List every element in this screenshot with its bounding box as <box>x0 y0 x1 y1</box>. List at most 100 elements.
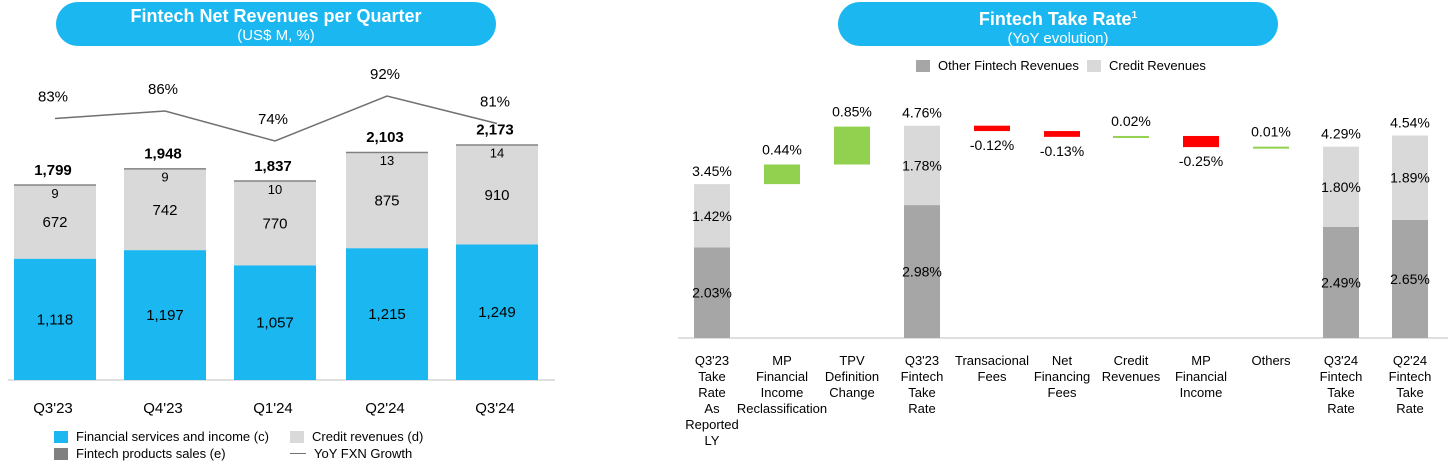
legend-financial-services-label: Financial services and income (c) <box>76 429 269 444</box>
bar-financial-services <box>456 244 538 380</box>
x-tick-label: Q1'24 <box>253 400 293 417</box>
waterfall-label-credit: 1.78% <box>902 157 942 173</box>
waterfall-x-tick-label: Transacional <box>955 353 1029 368</box>
waterfall-x-tick-label: Take <box>1327 385 1354 400</box>
bar-credit-revenues <box>346 153 428 249</box>
bar-credit-revenues <box>14 185 96 259</box>
waterfall-x-tick-label: MP <box>1191 353 1211 368</box>
waterfall-x-tick-label: Fintech <box>1320 369 1363 384</box>
waterfall-label-delta: 0.85% <box>832 104 872 120</box>
waterfall-x-tick-label: Definition <box>825 369 879 384</box>
legend-swatch-light-gray <box>1087 59 1101 72</box>
waterfall-x-tick-label: MP <box>772 353 792 368</box>
waterfall-x-tick-label: Fees <box>1048 385 1077 400</box>
bar-fintech-products <box>124 168 206 170</box>
waterfall-label-delta: 0.44% <box>762 142 802 158</box>
bar-total-label: 2,103 <box>366 129 404 146</box>
right-chart-title-pill: Fintech Take Rate1 (YoY evolution) <box>838 2 1278 47</box>
bar-financial-services <box>124 250 206 380</box>
bar-label-credit-revenues: 770 <box>262 216 287 233</box>
bar-label-fintech-products: 14 <box>490 146 504 161</box>
legend-swatch-blue <box>54 430 68 443</box>
waterfall-x-tick-label: Q3'23 <box>695 353 729 368</box>
bar-financial-services <box>346 248 428 380</box>
waterfall-label-delta: 0.01% <box>1251 124 1291 140</box>
waterfall-x-tick-label: Revenues <box>1102 369 1161 384</box>
legend-credit-revenues-right-label: Credit Revenues <box>1109 58 1206 73</box>
right-chart-title: Fintech Take Rate1 <box>838 2 1278 30</box>
legend-swatch-light-gray-left <box>290 430 304 443</box>
bar-credit-revenues <box>456 145 538 245</box>
bar-total-label: 1,799 <box>34 162 72 179</box>
x-tick-label: Q3'23 <box>33 400 73 417</box>
waterfall-label-total: 4.54% <box>1390 115 1430 131</box>
waterfall-x-tick-label: Net <box>1052 353 1073 368</box>
legend-yoy-growth: YoY FXN Growth <box>290 446 412 461</box>
bar-label-financial-services: 1,249 <box>478 304 516 321</box>
waterfall-bar-other-fintech <box>1392 219 1428 338</box>
yoy-growth-label: 81% <box>480 94 510 111</box>
waterfall-bar-increase <box>764 164 800 185</box>
bar-label-financial-services: 1,057 <box>256 315 294 332</box>
waterfall-x-tick-label: Fintech <box>901 369 944 384</box>
waterfall-label-other-fintech: 2.03% <box>692 285 732 301</box>
bar-label-financial-services: 1,118 <box>37 311 73 328</box>
waterfall-x-tick-label: Income <box>761 385 804 400</box>
waterfall-bar-increase <box>1253 146 1289 149</box>
yoy-growth-line <box>54 95 498 142</box>
legend-fintech-products: Fintech products sales (e) <box>54 446 226 461</box>
bar-label-fintech-products: 10 <box>268 182 282 197</box>
legend-other-fintech-label: Other Fintech Revenues <box>938 58 1079 73</box>
bar-label-credit-revenues: 672 <box>42 214 67 231</box>
waterfall-label-credit: 1.80% <box>1321 179 1361 195</box>
waterfall-bar-decrease <box>974 125 1010 132</box>
bar-total-label: 2,173 <box>476 122 514 139</box>
legend-financial-services: Financial services and income (c) <box>54 429 269 444</box>
waterfall-label-delta: -0.12% <box>970 137 1014 153</box>
waterfall-label-delta: -0.25% <box>1179 153 1223 169</box>
waterfall-x-tick-label: Fees <box>978 369 1007 384</box>
waterfall-x-tick-label: Credit <box>1114 353 1149 368</box>
waterfall-x-tick-label: Others <box>1251 353 1291 368</box>
bar-label-fintech-products: 13 <box>380 153 394 168</box>
waterfall-x-tick-label: Fintech <box>1389 369 1432 384</box>
legend-fintech-products-label: Fintech products sales (e) <box>76 446 226 461</box>
waterfall-bar-credit <box>694 184 730 248</box>
waterfall-x-tick-label: Rate <box>1396 401 1423 416</box>
yoy-growth-label: 83% <box>38 89 68 106</box>
legend-swatch-gray <box>54 447 68 460</box>
waterfall-x-tick-label: Change <box>829 385 875 400</box>
bar-label-credit-revenues: 875 <box>374 193 399 210</box>
x-tick-label: Q4'23 <box>143 400 183 417</box>
waterfall-bar-credit <box>904 125 940 206</box>
waterfall-label-delta: -0.13% <box>1040 143 1084 159</box>
waterfall-label-credit: 1.42% <box>692 208 732 224</box>
waterfall-bar-decrease <box>1183 135 1219 148</box>
bar-fintech-products <box>346 151 428 154</box>
waterfall-x-tick-label: Take <box>1396 385 1423 400</box>
waterfall-x-tick-label: LY <box>705 433 720 448</box>
bar-label-credit-revenues: 910 <box>484 187 509 204</box>
waterfall-label-delta: 0.02% <box>1111 113 1151 129</box>
waterfall-x-tick-label: Rate <box>1327 401 1354 416</box>
left-chart-title-pill: Fintech Net Revenues per Quarter (US$ M,… <box>56 2 496 46</box>
waterfall-bar-increase <box>1113 135 1149 138</box>
waterfall-x-tick-label: TPV <box>839 353 865 368</box>
bar-fintech-products <box>234 180 316 182</box>
waterfall-x-tick-label: Reclassification <box>737 401 827 416</box>
bar-label-fintech-products: 9 <box>161 170 168 185</box>
bar-label-fintech-products: 9 <box>51 186 58 201</box>
waterfall-bar-other-fintech <box>904 205 940 338</box>
waterfall-x-tick-label: As <box>704 401 720 416</box>
waterfall-x-tick-label: Rate <box>698 385 725 400</box>
waterfall-label-total: 4.29% <box>1321 126 1361 142</box>
waterfall-bar-other-fintech <box>694 247 730 338</box>
bar-total-label: 1,837 <box>254 158 292 175</box>
legend-other-fintech: Other Fintech Revenues <box>916 58 1079 73</box>
bar-credit-revenues <box>124 169 206 251</box>
waterfall-x-tick-label: Q3'23 <box>905 353 939 368</box>
legend-yoy-growth-label: YoY FXN Growth <box>314 446 413 461</box>
yoy-growth-label: 92% <box>370 66 400 83</box>
bar-fintech-products <box>456 144 538 146</box>
